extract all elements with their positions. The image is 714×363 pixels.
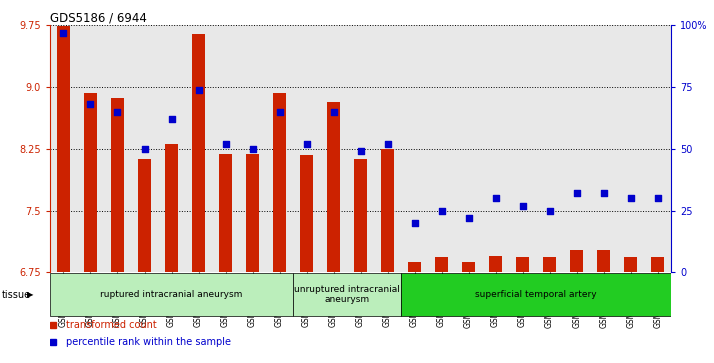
Point bbox=[58, 30, 69, 36]
Text: unruptured intracranial
aneurysm: unruptured intracranial aneurysm bbox=[294, 285, 400, 304]
Point bbox=[625, 195, 636, 201]
Bar bbox=[111, 98, 124, 272]
Point bbox=[301, 141, 312, 147]
Point bbox=[409, 220, 421, 226]
Bar bbox=[381, 149, 394, 272]
Bar bbox=[327, 102, 341, 272]
Bar bbox=[462, 261, 476, 272]
Bar bbox=[570, 250, 583, 272]
Point bbox=[652, 195, 663, 201]
Point bbox=[436, 208, 447, 213]
Text: ▶: ▶ bbox=[27, 290, 34, 299]
Point bbox=[517, 203, 528, 208]
Bar bbox=[651, 257, 665, 272]
Point bbox=[544, 208, 555, 213]
Bar bbox=[192, 34, 206, 272]
Point bbox=[220, 141, 231, 147]
Point bbox=[328, 109, 339, 115]
Text: percentile rank within the sample: percentile rank within the sample bbox=[66, 337, 231, 347]
Point bbox=[193, 87, 204, 93]
Bar bbox=[354, 159, 367, 272]
Bar bbox=[273, 93, 286, 272]
Point bbox=[355, 148, 366, 154]
Bar bbox=[408, 261, 421, 272]
Text: GDS5186 / 6944: GDS5186 / 6944 bbox=[50, 11, 147, 24]
Text: transformed count: transformed count bbox=[66, 320, 156, 330]
Bar bbox=[489, 256, 503, 272]
Point bbox=[139, 146, 150, 152]
Point bbox=[571, 190, 583, 196]
Point bbox=[166, 116, 177, 122]
Bar bbox=[165, 144, 178, 272]
Point bbox=[382, 141, 393, 147]
Text: ruptured intracranial aneurysm: ruptured intracranial aneurysm bbox=[101, 290, 243, 299]
Point bbox=[598, 190, 609, 196]
Bar bbox=[218, 154, 232, 272]
Bar bbox=[401, 273, 671, 316]
Point bbox=[490, 195, 501, 201]
Point bbox=[85, 102, 96, 107]
Point bbox=[463, 215, 474, 221]
Text: tissue: tissue bbox=[1, 290, 31, 299]
Bar bbox=[84, 93, 97, 272]
Point bbox=[247, 146, 258, 152]
Bar bbox=[624, 257, 638, 272]
Point bbox=[112, 109, 124, 115]
Bar bbox=[597, 250, 610, 272]
Bar bbox=[543, 257, 556, 272]
Bar bbox=[138, 159, 151, 272]
Bar bbox=[56, 26, 70, 272]
Bar bbox=[50, 273, 293, 316]
Text: superficial temporal artery: superficial temporal artery bbox=[476, 290, 597, 299]
Bar bbox=[516, 257, 529, 272]
Bar bbox=[435, 257, 448, 272]
Bar bbox=[246, 154, 259, 272]
Point bbox=[274, 109, 286, 115]
Bar bbox=[300, 155, 313, 272]
Bar bbox=[293, 273, 401, 316]
